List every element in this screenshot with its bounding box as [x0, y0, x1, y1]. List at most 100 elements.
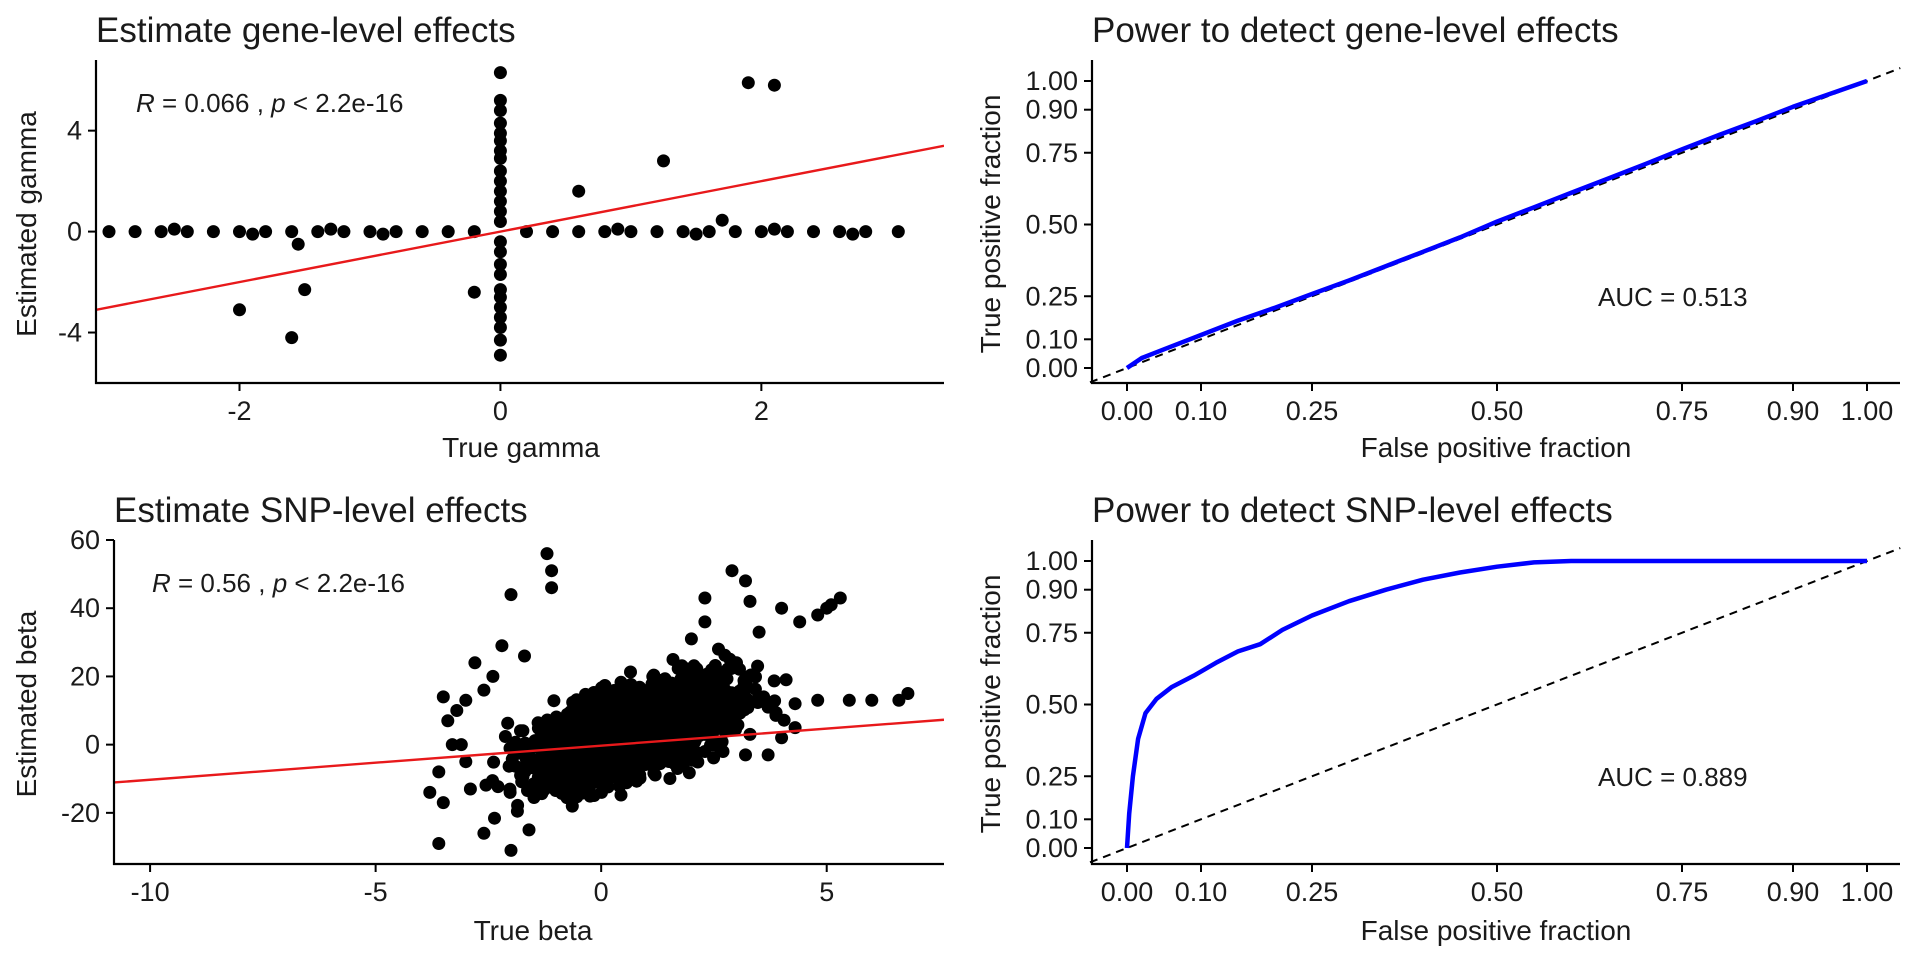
scatter-point — [488, 811, 501, 825]
panel-snp-roc: Power to detect SNP-level effects 0.00 0.… — [975, 491, 1901, 946]
scatter-points — [102, 66, 905, 407]
scatter-point — [493, 215, 507, 228]
scatter-point — [892, 693, 906, 707]
x-tick-label: 0.90 — [1767, 877, 1820, 907]
scatter-point — [311, 225, 325, 239]
panel-gene-roc: Power to detect gene-level effects 0.000… — [975, 11, 1901, 463]
scatter-point — [780, 225, 794, 239]
scatter-point — [522, 823, 536, 837]
auc-annotation: AUC = 0.513 — [1598, 282, 1748, 312]
scatter-point — [683, 664, 696, 678]
scatter-point — [761, 748, 775, 762]
scatter-point — [493, 310, 507, 324]
x-tick-label: 0.10 — [1175, 877, 1228, 907]
p-symbol: p — [272, 568, 287, 598]
scatter-point — [608, 764, 622, 778]
scatter-point — [631, 686, 645, 700]
scatter-point — [493, 333, 507, 347]
scatter-point — [739, 574, 752, 588]
scatter-point — [233, 303, 246, 317]
correlation-annotation: R = 0.56 , p < 2.2e-16 — [152, 568, 405, 598]
plot-area: -2 0 2 -4 0 4 — [58, 60, 944, 426]
scatter-point — [667, 756, 681, 770]
scatter-point — [572, 225, 586, 239]
scatter-point — [493, 300, 507, 314]
scatter-point — [684, 632, 698, 646]
x-tick-label: 1.00 — [1841, 396, 1894, 426]
scatter-point — [423, 785, 437, 799]
scatter-point — [436, 796, 450, 810]
scatter-point — [757, 690, 771, 704]
scatter-point — [493, 268, 507, 281]
auc-annotation: AUC = 0.889 — [1598, 762, 1748, 792]
scatter-point — [698, 591, 712, 605]
scatter-point — [603, 704, 617, 718]
panel-title: Estimate SNP-level effects — [114, 491, 528, 530]
scatter-point — [865, 693, 879, 707]
scatter-point — [546, 225, 560, 239]
scatter-point — [409, 394, 422, 407]
y-tick-label: 0.50 — [1025, 690, 1078, 720]
scatter-point — [616, 752, 630, 766]
scatter-point — [752, 625, 766, 639]
y-tick-label: 60 — [70, 525, 100, 555]
scatter-point — [842, 693, 856, 707]
scatter-point — [590, 775, 604, 789]
scatter-point — [493, 348, 507, 362]
scatter-point — [102, 225, 116, 239]
x-tick-label: 0.10 — [1175, 396, 1228, 426]
scatter-point — [298, 283, 312, 297]
x-tick-label: -5 — [364, 877, 388, 907]
p-symbol: p — [270, 88, 285, 118]
scatter-point — [557, 737, 571, 751]
y-tick-label: 0.90 — [1025, 575, 1078, 605]
scatter-point — [682, 766, 696, 780]
y-axis-label: Estimated beta — [11, 610, 42, 797]
panel-title: Power to detect SNP-level effects — [1092, 491, 1613, 530]
scatter-point — [493, 194, 507, 208]
x-axis-label: False positive fraction — [1361, 915, 1632, 946]
regression-line — [96, 144, 944, 311]
scatter-point — [725, 564, 739, 578]
scatter-point — [493, 245, 507, 259]
scatter-point — [518, 649, 531, 663]
panel-title: Estimate gene-level effects — [96, 11, 516, 50]
roc-curve — [1125, 78, 1868, 370]
scatter-point — [493, 164, 507, 178]
scatter-point — [540, 547, 554, 561]
x-tick-label: 0.50 — [1471, 396, 1524, 426]
scatter-point — [647, 766, 661, 780]
reference-diagonal — [1089, 67, 1901, 384]
scatter-point — [445, 738, 459, 752]
scatter-point — [584, 689, 597, 703]
scatter-point — [436, 690, 450, 704]
y-tick-label: 0.00 — [1025, 833, 1078, 863]
scatter-point — [285, 331, 299, 345]
scatter-point — [733, 684, 747, 698]
scatter-point — [454, 738, 468, 752]
scatter-point — [859, 225, 873, 239]
scatter-point — [493, 151, 507, 165]
scatter-point — [180, 225, 194, 239]
scatter-point — [531, 721, 545, 735]
scatter-point — [498, 730, 512, 743]
scatter-point — [728, 225, 742, 239]
scatter-point — [643, 755, 657, 769]
scatter-point — [516, 724, 530, 738]
scatter-point — [698, 615, 712, 629]
plot-area: 0.000.000.100.100.250.250.500.500.750.75… — [1025, 540, 1901, 907]
x-tick-label: 0.00 — [1101, 396, 1154, 426]
x-axis-label: True gamma — [442, 432, 600, 463]
scatter-point — [493, 204, 507, 218]
scatter-point — [459, 755, 473, 769]
scatter-point — [689, 227, 703, 241]
scatter-point — [477, 683, 491, 697]
scatter-point — [749, 670, 762, 684]
x-tick-label: 5 — [819, 877, 834, 907]
scatter-point — [624, 665, 637, 679]
y-tick-label: 0.25 — [1025, 761, 1078, 791]
scatter-point — [833, 591, 847, 605]
scatter-point — [415, 225, 429, 239]
scatter-point — [504, 588, 518, 602]
